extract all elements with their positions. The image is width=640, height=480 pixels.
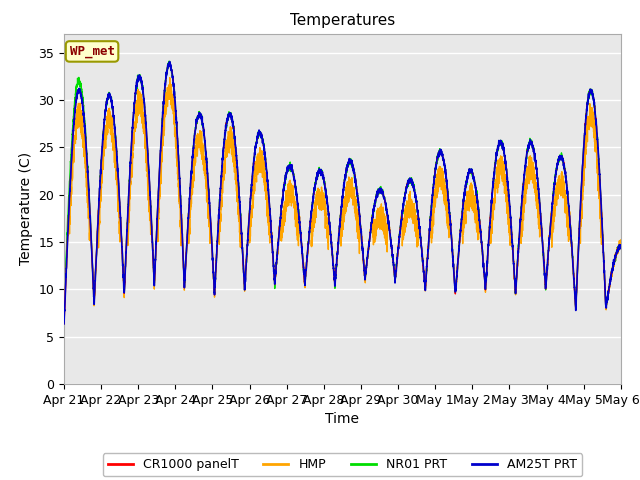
Title: Temperatures: Temperatures [290, 13, 395, 28]
X-axis label: Time: Time [325, 412, 360, 426]
Y-axis label: Temperature (C): Temperature (C) [19, 152, 33, 265]
Text: WP_met: WP_met [70, 45, 115, 58]
Legend: CR1000 panelT, HMP, NR01 PRT, AM25T PRT: CR1000 panelT, HMP, NR01 PRT, AM25T PRT [102, 453, 582, 476]
